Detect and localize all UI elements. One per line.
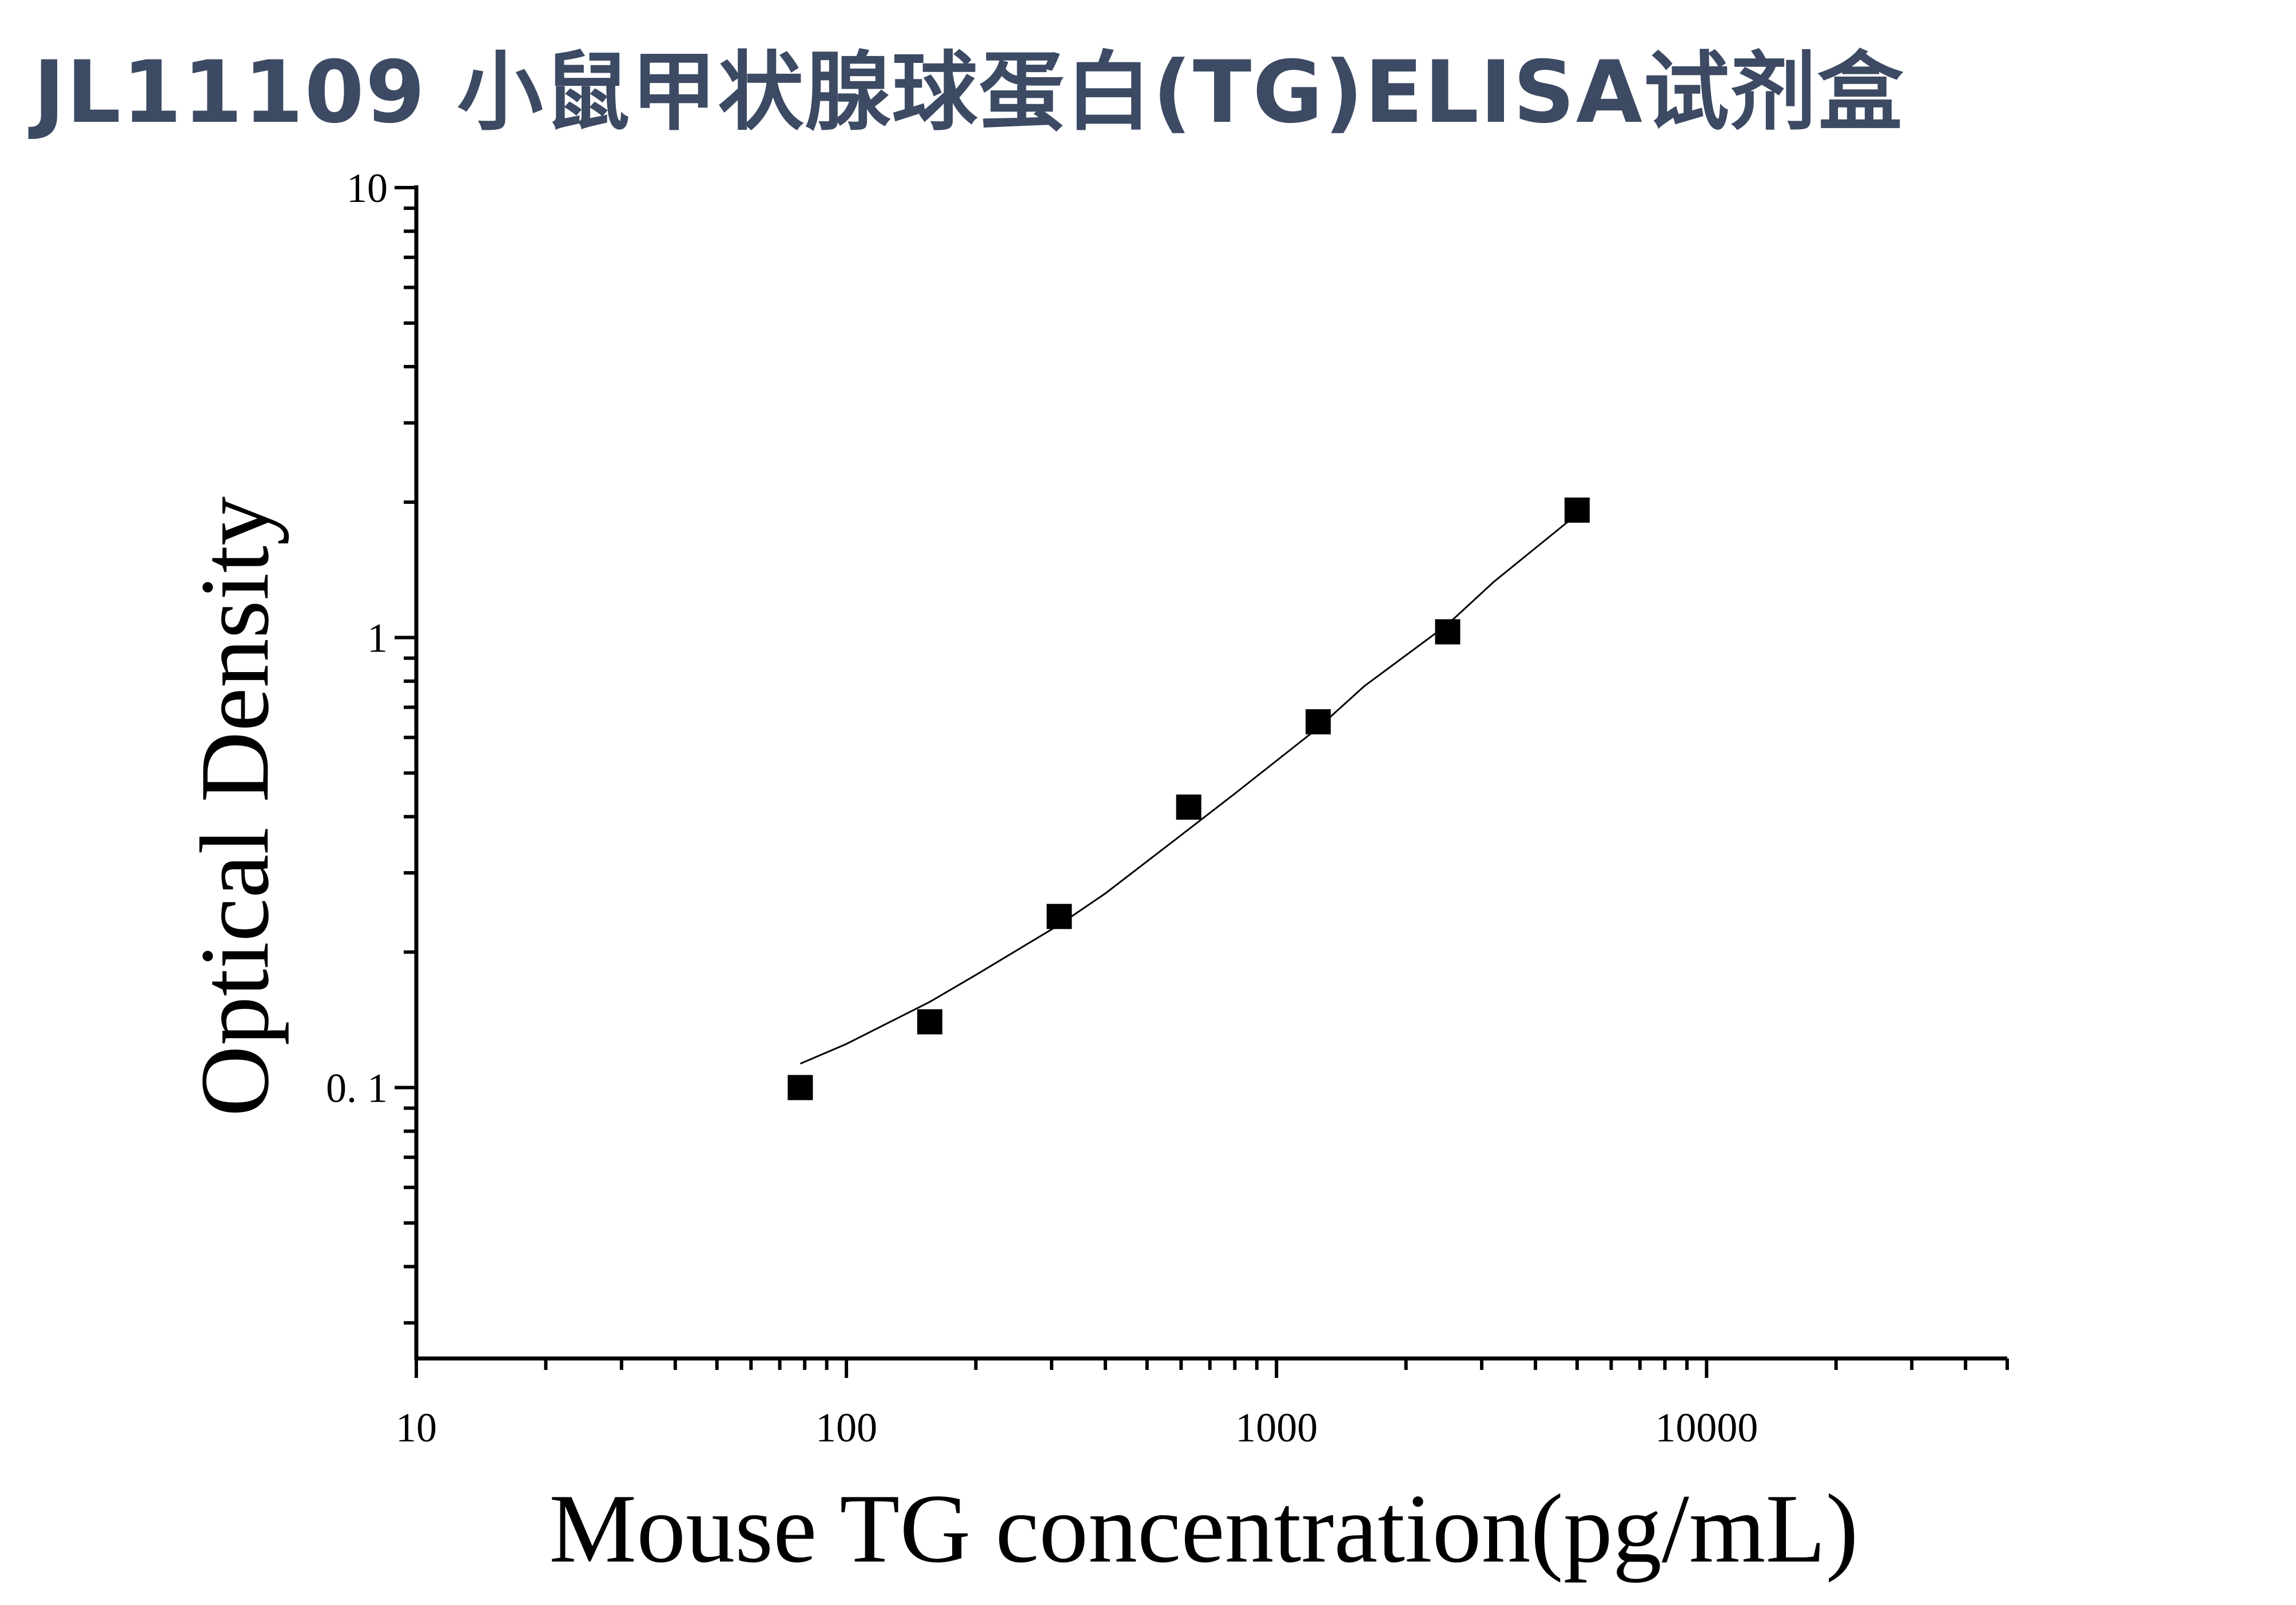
y-axis-title: Optical Density [181, 496, 289, 1117]
x-tick-label: 10000 [1655, 1405, 1758, 1451]
fit-curve-line [799, 513, 1578, 1064]
data-point [1176, 794, 1201, 820]
data-point [1564, 497, 1590, 523]
y-tick-label: 10 [347, 165, 388, 211]
data-point [1306, 709, 1331, 734]
fit-curve-layer [799, 513, 1578, 1064]
page-title: JL11109 小鼠甲状腺球蛋白(TG)ELISA试剂盒 [33, 43, 1904, 142]
x-tick-label: 1000 [1235, 1405, 1318, 1451]
data-point [1435, 619, 1461, 645]
data-point [917, 1009, 942, 1035]
y-tick-label: 1 [367, 615, 388, 661]
axes: 10 100 1000 10000 0. 1 1 10 [326, 165, 2009, 1451]
x-tick-label: 10 [396, 1405, 437, 1451]
y-tick-label: 0. 1 [326, 1065, 388, 1111]
data-point [787, 1075, 813, 1101]
x-axis-title: Mouse TG concentration(pg/mL) [549, 1475, 1859, 1583]
data-point [1046, 904, 1072, 929]
data-points-layer [787, 497, 1590, 1101]
x-tick-label: 100 [815, 1405, 877, 1451]
